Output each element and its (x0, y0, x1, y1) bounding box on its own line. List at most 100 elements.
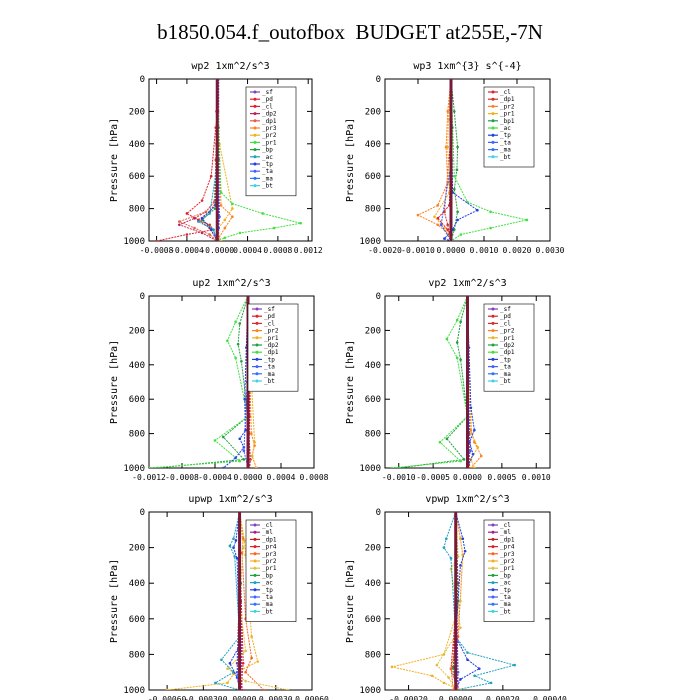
legend-label: _sf (262, 89, 273, 96)
series-point (254, 466, 258, 468)
legend-marker (491, 573, 495, 577)
series-point (286, 688, 290, 690)
series-point (449, 556, 453, 560)
legend-marker (255, 365, 259, 369)
series-point (223, 236, 227, 240)
x-tick-label: -0.0000 (200, 246, 234, 255)
series-point (439, 223, 443, 227)
series-point (455, 341, 459, 344)
y-tick-label: 400 (365, 361, 381, 371)
series-point (208, 212, 211, 215)
series-point (489, 210, 492, 214)
legend-label: _ma (262, 601, 273, 608)
plot-frame (384, 78, 551, 242)
y-tick-label: 400 (365, 579, 381, 589)
y-axis-label: Pressure [hPa] (345, 118, 356, 202)
x-tick-label: 0.0010 (522, 473, 551, 482)
legend-label: _pr1 (500, 565, 515, 572)
legend-marker (253, 595, 257, 599)
legend-label: _ta (500, 364, 511, 371)
legend-marker (253, 97, 257, 101)
legend-marker (491, 530, 495, 534)
series-point (196, 220, 200, 223)
plot-frame (148, 295, 315, 469)
legend-marker (491, 365, 495, 369)
series-point (221, 435, 225, 439)
series-line (398, 296, 469, 468)
legend-marker (255, 357, 259, 361)
legend-label: _pr2 (500, 103, 515, 110)
legend-label: _bt (262, 608, 273, 615)
y-tick-label: 200 (365, 326, 381, 336)
series-point (209, 174, 213, 178)
series-point (226, 667, 229, 670)
series-point (221, 466, 225, 468)
legend-label: _ma (500, 371, 511, 378)
legend-label: _pr2 (264, 328, 279, 335)
series-point (234, 320, 237, 324)
legend-marker (253, 530, 257, 534)
x-tick-label: -0.0020 (368, 246, 402, 255)
legend-marker (491, 559, 495, 563)
series-point (232, 672, 235, 676)
series-point (209, 228, 213, 231)
legend-marker (491, 595, 495, 599)
legend-marker (253, 581, 257, 585)
legend-marker (491, 609, 495, 613)
y-tick-label: 400 (129, 140, 145, 150)
panel-upwp: upwp 1xm^2/s^3 Pressure [hPa] 0 200 400 600 80… (109, 494, 329, 700)
legend-label: _cl (500, 320, 511, 327)
y-tick-label: 600 (365, 615, 381, 625)
legend-marker (253, 176, 257, 180)
y-tick-label: 400 (129, 361, 145, 371)
series-line (156, 79, 219, 241)
legend-label: _pr3 (500, 551, 515, 558)
legend-label: _tp (262, 587, 273, 594)
legend-label: _ac (500, 125, 511, 132)
panel-title: wp2 1xm^2/s^3 (191, 61, 269, 72)
legend-marker (255, 379, 259, 383)
legend-label: _pd (262, 96, 273, 103)
panel-title: vp2 1xm^2/s^3 (428, 278, 506, 289)
series-point (452, 688, 455, 690)
legend-marker (491, 90, 495, 94)
legend-marker (255, 350, 259, 354)
legend-label: _pr1 (262, 565, 277, 572)
series-point (233, 555, 237, 558)
series-point (213, 439, 217, 442)
series-point (455, 318, 459, 322)
legend-label: _bt (500, 608, 511, 615)
series-point (242, 449, 246, 453)
legend-marker (491, 379, 495, 383)
legend-marker (491, 350, 495, 354)
legend-marker (491, 588, 495, 592)
series-point (453, 174, 456, 178)
series-point (232, 537, 235, 540)
x-tick-label: -0.0012 (132, 473, 166, 482)
legend-label: _dp2 (500, 342, 515, 349)
y-axis-label: Pressure [hPa] (345, 340, 356, 424)
series-point (214, 681, 217, 685)
series-point (438, 440, 442, 444)
legend-label: _bp (500, 572, 511, 579)
series-point (193, 226, 196, 230)
legend-label: _tp (500, 132, 511, 139)
legend-label: _ta (264, 364, 275, 371)
legend-label: _pr2 (500, 558, 515, 565)
legend-label: _sf (500, 306, 511, 313)
series-point (513, 663, 516, 667)
series-line (197, 79, 218, 241)
series-point (436, 204, 440, 207)
series-point (459, 459, 462, 463)
series-point (468, 449, 472, 453)
series-line (443, 512, 517, 690)
series-line (391, 296, 469, 468)
legend-marker (255, 372, 259, 376)
legend-label: _cl (262, 522, 273, 529)
series-point (238, 231, 242, 235)
legend-marker (253, 588, 257, 592)
series-point (489, 226, 492, 230)
legend-label: _bp (262, 147, 273, 154)
y-tick-label: 200 (129, 326, 145, 336)
series-point (228, 662, 232, 665)
